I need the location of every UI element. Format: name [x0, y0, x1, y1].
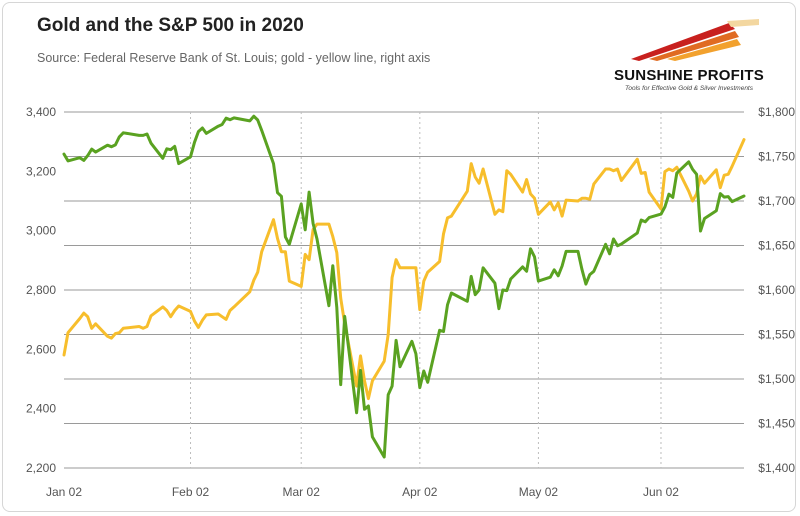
right-tick-label: $1,550 [758, 328, 795, 342]
x-tick-label: Apr 02 [402, 485, 438, 499]
left-tick-label: 3,200 [26, 164, 56, 178]
right-tick-label: $1,650 [758, 239, 795, 253]
left-tick-label: 3,400 [26, 105, 56, 119]
left-tick-label: 2,800 [26, 283, 56, 297]
x-tick-label: Jan 02 [46, 485, 82, 499]
right-tick-label: $1,500 [758, 372, 795, 386]
left-axis: 2,200 2,400 2,600 2,800 3,000 3,200 3,400 [26, 105, 56, 475]
x-axis: Jan 02 Feb 02 Mar 02 Apr 02 May 02 Jun 02 [46, 112, 679, 499]
gold-line [62, 138, 746, 401]
right-tick-label: $1,400 [758, 461, 795, 475]
left-tick-label: 2,600 [26, 342, 56, 356]
right-axis: $1,400 $1,450 $1,500 $1,550 $1,600 $1,650 $1,7… [758, 105, 795, 475]
right-tick-label: $1,800 [758, 105, 795, 119]
x-tick-label: Mar 02 [283, 485, 321, 499]
x-tick-label: Feb 02 [172, 485, 210, 499]
logo-name: SUNSHINE PROFITS [614, 67, 764, 84]
series-lines [62, 114, 746, 459]
x-tick-label: May 02 [519, 485, 559, 499]
sunshine-profits-logo: SUNSHINE PROFITS Tools for Effective Gol… [609, 15, 769, 95]
sp500-line [62, 114, 746, 459]
logo-swoosh-icon [631, 19, 759, 61]
chart-subtitle: Source: Federal Reserve Bank of St. Loui… [37, 51, 431, 65]
x-tick-label: Jun 02 [643, 485, 679, 499]
left-tick-label: 3,000 [26, 224, 56, 238]
right-tick-label: $1,750 [758, 150, 795, 164]
chart-title: Gold and the S&P 500 in 2020 [37, 15, 304, 36]
right-tick-label: $1,700 [758, 194, 795, 208]
right-tick-label: $1,450 [758, 417, 795, 431]
left-tick-label: 2,200 [26, 461, 56, 475]
right-tick-label: $1,600 [758, 283, 795, 297]
logo-tagline: Tools for Effective Gold & Silver Invest… [624, 85, 753, 92]
left-tick-label: 2,400 [26, 402, 56, 416]
